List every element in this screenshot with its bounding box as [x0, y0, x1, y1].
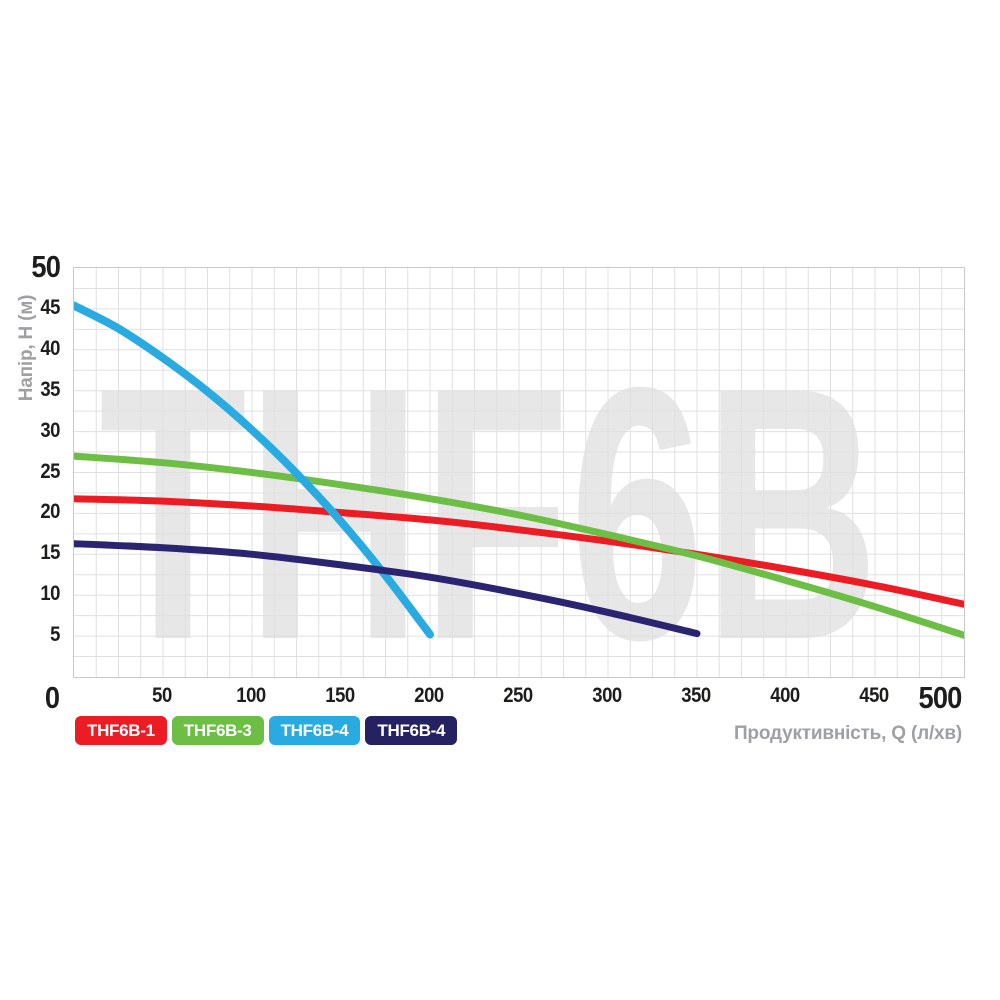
y-tick-label-20: 20: [40, 500, 60, 524]
x-tick-label-0: 0: [44, 680, 60, 715]
y-tick-label-15: 15: [40, 541, 60, 565]
grid-lines: [74, 268, 964, 677]
x-tick-label-250: 250: [503, 684, 533, 707]
y-tick-label-30: 30: [40, 418, 60, 442]
x-tick-label-50: 50: [152, 684, 172, 707]
y-tick-label-5: 5: [50, 623, 60, 647]
x-tick-label-100: 100: [236, 684, 266, 707]
curve-thf6b-4: [70, 540, 701, 638]
y-tick-label-45: 45: [40, 295, 60, 319]
curve-thf6b-1: [70, 495, 968, 608]
curve-thf6b-3: [70, 452, 968, 639]
x-tick-label-200: 200: [414, 684, 444, 707]
x-tick-label-450: 450: [859, 684, 889, 707]
legend: THF6B-1 THF6B-3 THF6B-4 THF6B-4: [75, 716, 458, 745]
x-axis-title: Продуктивність, Q (л/хв): [733, 723, 962, 744]
y-axis-title: Напір, H (м): [16, 294, 37, 402]
x-tick-label-350: 350: [681, 684, 711, 707]
x-tick-label-300: 300: [592, 684, 622, 707]
plot-area: THF6B: [70, 267, 968, 715]
watermark-text: THF6B: [99, 313, 879, 677]
y-tick-label-50: 50: [31, 249, 60, 284]
pump-curves: [70, 301, 968, 639]
y-tick-label-10: 10: [40, 582, 60, 606]
y-tick-label-35: 35: [40, 377, 60, 401]
chart-svg: THF6B: [70, 268, 968, 715]
x-tick-label-400: 400: [770, 684, 800, 707]
legend-badge-2: THF6B-3: [171, 716, 264, 745]
x-tick-label-500: 500: [918, 680, 963, 715]
x-tick-label-150: 150: [325, 684, 355, 707]
y-tick-label-25: 25: [40, 459, 60, 483]
curve-thf6b-4: [70, 301, 434, 639]
y-tick-label-40: 40: [40, 336, 60, 360]
legend-badge-1: THF6B-1: [75, 716, 167, 745]
legend-badge-3: THF6B-4: [268, 716, 361, 745]
legend-badge-4: THF6B-4: [365, 716, 458, 745]
